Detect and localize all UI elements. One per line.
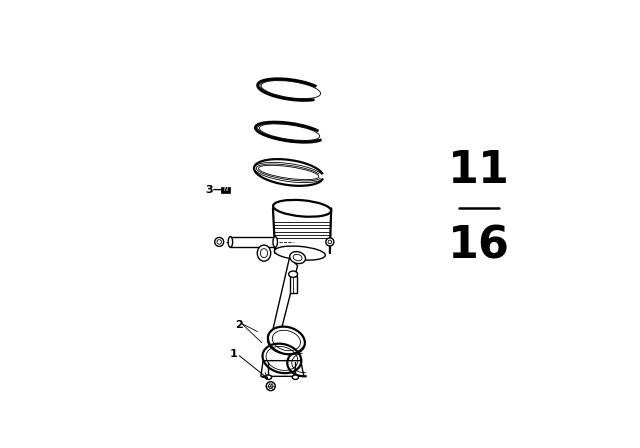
- Ellipse shape: [328, 240, 332, 244]
- Text: 16: 16: [448, 225, 510, 268]
- Ellipse shape: [290, 252, 305, 263]
- Bar: [289, 276, 297, 293]
- Bar: [221, 187, 230, 193]
- Ellipse shape: [273, 200, 331, 217]
- Polygon shape: [273, 258, 298, 329]
- Ellipse shape: [257, 245, 271, 261]
- Ellipse shape: [228, 237, 233, 247]
- Ellipse shape: [268, 327, 305, 354]
- Ellipse shape: [266, 382, 275, 391]
- Text: 2: 2: [235, 320, 243, 330]
- Bar: [230, 237, 275, 247]
- Ellipse shape: [266, 375, 271, 379]
- Ellipse shape: [260, 249, 268, 258]
- Ellipse shape: [215, 237, 224, 246]
- Ellipse shape: [272, 330, 301, 351]
- Ellipse shape: [293, 254, 302, 261]
- Text: 11: 11: [448, 149, 510, 192]
- Ellipse shape: [257, 79, 324, 100]
- Ellipse shape: [275, 246, 325, 260]
- Ellipse shape: [326, 238, 334, 246]
- Ellipse shape: [269, 384, 273, 388]
- Ellipse shape: [292, 375, 298, 379]
- Bar: [273, 208, 331, 253]
- Ellipse shape: [254, 159, 323, 186]
- Text: 1: 1: [230, 349, 237, 359]
- Text: N: N: [223, 187, 228, 193]
- Ellipse shape: [217, 240, 221, 244]
- Polygon shape: [261, 361, 304, 376]
- Ellipse shape: [273, 237, 278, 247]
- Ellipse shape: [289, 271, 298, 277]
- Text: 3—: 3—: [206, 185, 225, 195]
- Ellipse shape: [255, 122, 324, 142]
